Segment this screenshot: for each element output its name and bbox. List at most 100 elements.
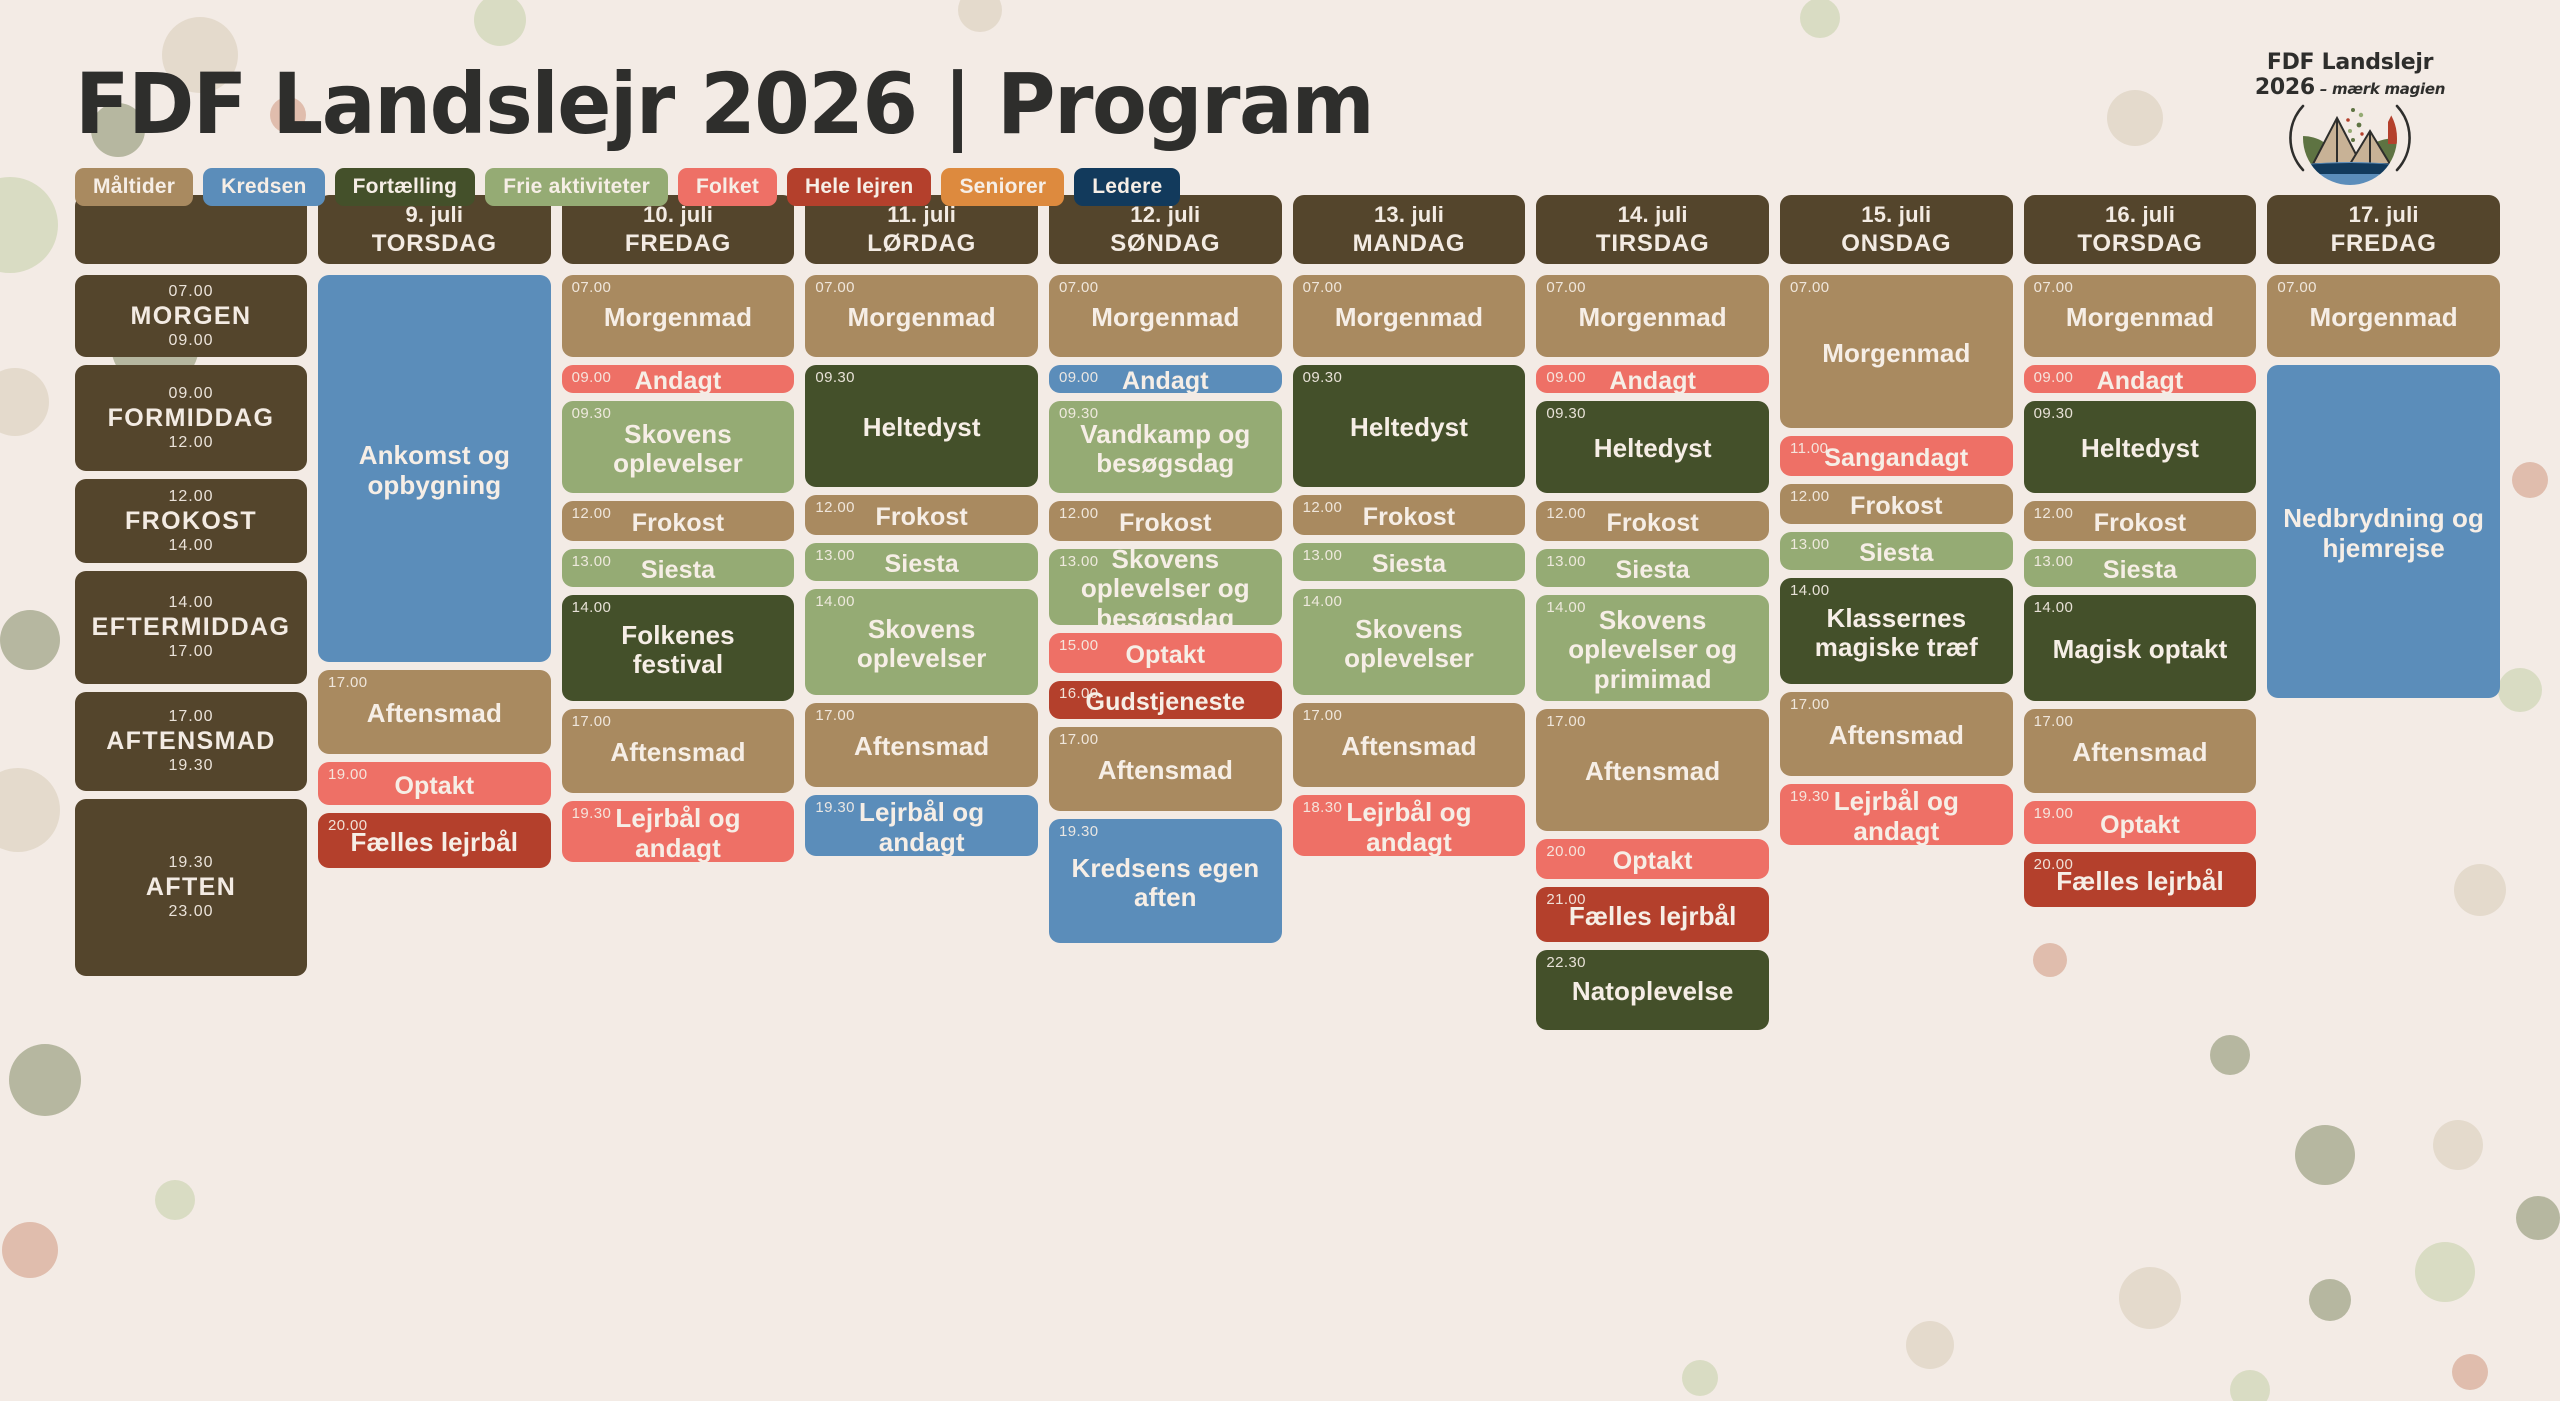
- event-card[interactable]: 07.00 Morgenmad: [1536, 275, 1769, 357]
- event-label: Optakt: [2100, 810, 2180, 839]
- day-header-date: 16. juli: [2104, 201, 2176, 227]
- event-card[interactable]: 13.00 Siesta: [2023, 549, 2257, 587]
- legend-chip-kredsen[interactable]: Kredsen: [203, 168, 325, 206]
- event-card[interactable]: 09.00 Andagt: [1536, 365, 1769, 393]
- event-card[interactable]: 13.00 Siesta: [561, 549, 795, 587]
- day-header-fredag-17[interactable]: 17. juli FREDAG: [2267, 195, 2500, 264]
- legend-chip-ledere[interactable]: Ledere: [1074, 168, 1181, 206]
- event-label: Andagt: [634, 367, 722, 393]
- category-legend: Måltider Kredsen Fortælling Frie aktivitete…: [75, 168, 2500, 206]
- event-card[interactable]: 17.00 Aftensmad: [318, 670, 551, 754]
- event-time: 14.00: [571, 599, 612, 616]
- event-card[interactable]: 16.00 Gudstjeneste: [1049, 681, 1282, 719]
- event-card[interactable]: 19.00 Optakt: [2023, 801, 2257, 844]
- event-label: Frokost: [2093, 509, 2187, 537]
- event-label: Skovens oplevelser: [613, 418, 743, 478]
- legend-chip-fortaelling[interactable]: Fortælling: [334, 168, 476, 206]
- event-card[interactable]: 09.30 Vandkamp og besøgsdag: [1049, 401, 1282, 493]
- day-header-tirsdag-14[interactable]: 14. juli TIRSDAG: [1536, 195, 1769, 264]
- day-header-mandag-13[interactable]: 13. juli MANDAG: [1292, 195, 1526, 264]
- day-header-onsdag-15[interactable]: 15. juli ONSDAG: [1780, 195, 2013, 264]
- legend-chip-frie_aktiviteter[interactable]: Frie aktiviteter: [485, 168, 668, 206]
- event-card[interactable]: 20.00 Fælles lejrbål: [2023, 852, 2257, 907]
- event-card[interactable]: 20.00 Optakt: [1536, 839, 1769, 879]
- event-card[interactable]: 17.00 Aftensmad: [2023, 709, 2257, 793]
- event-card[interactable]: 14.00 Klassernes magiske træf: [1780, 578, 2013, 684]
- event-card[interactable]: 12.00 Frokost: [561, 501, 795, 541]
- event-card[interactable]: 13.00 Siesta: [1292, 543, 1526, 581]
- event-card[interactable]: 11.00 Sangandagt: [1780, 436, 2013, 476]
- event-card[interactable]: 14.00 Skovens oplevelser: [1292, 589, 1526, 695]
- event-card[interactable]: 14.00 Skovens oplevelser: [805, 589, 1038, 695]
- event-card[interactable]: 09.00 Andagt: [2023, 365, 2257, 393]
- event-card[interactable]: 21.00 Fælles lejrbål: [1536, 887, 1769, 942]
- event-card[interactable]: 07.00 Morgenmad: [805, 275, 1038, 357]
- event-card[interactable]: 12.00 Frokost: [805, 495, 1038, 535]
- event-label: Aftensmad: [1097, 755, 1233, 786]
- legend-chip-seniorer[interactable]: Seniorer: [941, 168, 1065, 206]
- event-time: 14.00: [1302, 593, 1343, 610]
- event-card[interactable]: 19.30 Lejrbål og andagt: [1780, 784, 2013, 845]
- event-card[interactable]: 07.00 Morgenmad: [1780, 275, 2013, 428]
- day-header-søndag-12[interactable]: 12. juli SØNDAG: [1049, 195, 1282, 264]
- event-label: Siesta: [640, 556, 716, 584]
- event-card[interactable]: 19.30 Lejrbål og andagt: [805, 795, 1038, 856]
- event-time: 14.00: [815, 593, 855, 610]
- event-label: Andagt: [1609, 367, 1697, 393]
- event-card[interactable]: 13.00 Siesta: [1780, 532, 2013, 570]
- event-card[interactable]: 12.00 Frokost: [1292, 495, 1526, 535]
- time-slot-frokost: 12.00 FROKOST 14.00: [75, 479, 307, 563]
- event-time: 09.30: [1302, 369, 1343, 386]
- event-card[interactable]: 20.00 Fælles lejrbål: [318, 813, 551, 868]
- event-card[interactable]: 07.00 Morgenmad: [1049, 275, 1282, 357]
- event-card[interactable]: 19.30 Kredsens egen aften: [1049, 819, 1282, 943]
- event-label: Optakt: [1612, 847, 1693, 875]
- event-card[interactable]: 09.30 Heltedyst: [805, 365, 1038, 487]
- event-label: Morgenmad: [1334, 302, 1484, 333]
- event-card[interactable]: 19.00 Optakt: [318, 762, 551, 805]
- event-card[interactable]: 15.00 Optakt: [1049, 633, 1282, 673]
- event-card[interactable]: 18.30 Lejrbål og andagt: [1292, 795, 1526, 856]
- event-label: Frokost: [631, 509, 725, 537]
- event-label: Skovens oplevelser: [856, 613, 987, 673]
- event-card[interactable]: 09.30 Heltedyst: [1292, 365, 1526, 487]
- event-card[interactable]: 22.30 Natoplevelse: [1536, 950, 1769, 1030]
- legend-chip-maaltider[interactable]: Måltider: [75, 168, 194, 206]
- event-card[interactable]: 13.00 Siesta: [1536, 549, 1769, 587]
- legend-chip-hele_lejren[interactable]: Hele lejren: [787, 168, 932, 206]
- time-slot-name: FROKOST: [124, 506, 258, 535]
- event-label: Andagt: [1121, 367, 1209, 393]
- day-header-torsdag-9[interactable]: 9. juli TORSDAG: [318, 195, 551, 264]
- event-card[interactable]: 12.00 Frokost: [1780, 484, 2013, 524]
- event-card[interactable]: 17.00 Aftensmad: [561, 709, 795, 793]
- event-card[interactable]: 19.30 Lejrbål og andagt: [561, 801, 795, 862]
- event-card[interactable]: 09.30 Skovens oplevelser: [561, 401, 795, 493]
- event-card[interactable]: 13.00 Siesta: [805, 543, 1038, 581]
- time-slot-end: 14.00: [168, 536, 214, 554]
- event-card[interactable]: 12.00 Frokost: [1536, 501, 1769, 541]
- event-card[interactable]: 09.30 Heltedyst: [1536, 401, 1769, 493]
- legend-chip-label: Frie aktiviteter: [503, 175, 650, 198]
- event-card[interactable]: 17.00 Aftensmad: [1780, 692, 2013, 776]
- event-card[interactable]: 17.00 Aftensmad: [1049, 727, 1282, 811]
- event-card[interactable]: 07.00 Morgenmad: [1292, 275, 1526, 357]
- event-card[interactable]: 09.00 Andagt: [1049, 365, 1282, 393]
- event-card[interactable]: 14.00 Folkenes festival: [561, 595, 795, 701]
- event-card[interactable]: Ankomst og opbygning: [318, 275, 551, 662]
- event-card[interactable]: 07.00 Morgenmad: [2267, 275, 2500, 357]
- event-card[interactable]: 14.00 Skovens oplevelser og primimad: [1536, 595, 1769, 701]
- event-card[interactable]: 17.00 Aftensmad: [805, 703, 1038, 787]
- event-card[interactable]: 12.00 Frokost: [1049, 501, 1282, 541]
- event-card[interactable]: 17.00 Aftensmad: [1536, 709, 1769, 831]
- event-card[interactable]: 17.00 Aftensmad: [1292, 703, 1526, 787]
- day-header-torsdag-16[interactable]: 16. juli TORSDAG: [2023, 195, 2257, 264]
- event-card[interactable]: 07.00 Morgenmad: [561, 275, 795, 357]
- event-card[interactable]: 09.30 Heltedyst: [2023, 401, 2257, 493]
- event-card[interactable]: 09.00 Andagt: [561, 365, 795, 393]
- event-card[interactable]: 07.00 Morgenmad: [2023, 275, 2257, 357]
- event-card[interactable]: 14.00 Magisk optakt: [2023, 595, 2257, 701]
- legend-chip-folket[interactable]: Folket: [677, 168, 778, 206]
- event-card[interactable]: 12.00 Frokost: [2023, 501, 2257, 541]
- event-card[interactable]: 13.00 Skovens oplevelser og besøgsdag: [1049, 549, 1282, 625]
- event-card[interactable]: Nedbrydning og hjemrejse: [2267, 365, 2500, 698]
